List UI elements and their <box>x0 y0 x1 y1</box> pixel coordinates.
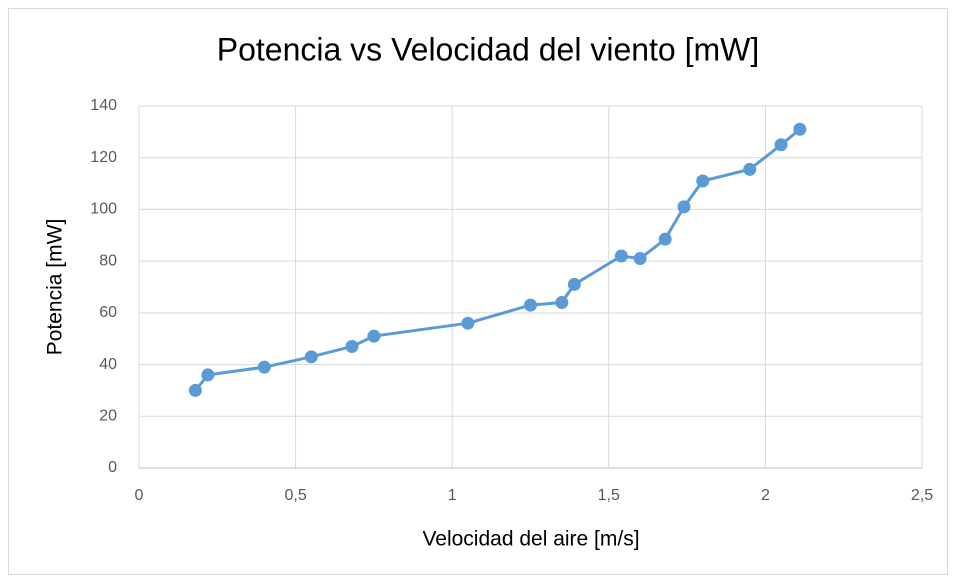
series-line <box>194 128 801 392</box>
data-point <box>304 350 318 364</box>
data-point <box>345 339 359 353</box>
data-point <box>696 174 710 188</box>
y-tick-label: 120 <box>90 149 117 166</box>
data-point <box>367 329 381 343</box>
data-point <box>524 298 537 312</box>
x-tick-label: 1 <box>448 487 457 504</box>
y-tick-label: 100 <box>90 201 117 218</box>
y-tick-label: 140 <box>90 97 117 114</box>
data-point <box>188 383 202 397</box>
data-point <box>555 296 569 310</box>
data-point <box>567 277 581 291</box>
data-point <box>201 368 215 382</box>
data-point <box>677 200 691 214</box>
x-tick-label: 0 <box>135 487 144 504</box>
data-point <box>461 316 475 330</box>
y-tick-label: 80 <box>99 252 117 269</box>
x-tick-label: 2,5 <box>911 487 933 504</box>
y-axis-label: Potencia [mW] <box>44 219 67 356</box>
chart-frame <box>8 8 948 575</box>
data-point <box>257 360 271 374</box>
x-tick-label: 1,5 <box>598 487 620 504</box>
y-tick-label: 60 <box>99 304 117 321</box>
y-tick-label: 40 <box>99 356 117 373</box>
data-point <box>793 122 807 136</box>
data-point <box>774 138 788 152</box>
y-tick-label: 0 <box>108 459 117 476</box>
x-tick-label: 0,5 <box>284 487 306 504</box>
data-point <box>658 232 672 246</box>
x-axis-label: Velocidad del aire [m/s] <box>422 528 639 551</box>
data-point <box>743 162 757 176</box>
data-point <box>614 249 628 263</box>
chart-title: Potencia vs Velocidad del viento [mW] <box>217 31 760 67</box>
x-tick-label: 2 <box>761 487 770 504</box>
y-tick-label: 20 <box>99 408 117 425</box>
data-point <box>633 252 647 266</box>
